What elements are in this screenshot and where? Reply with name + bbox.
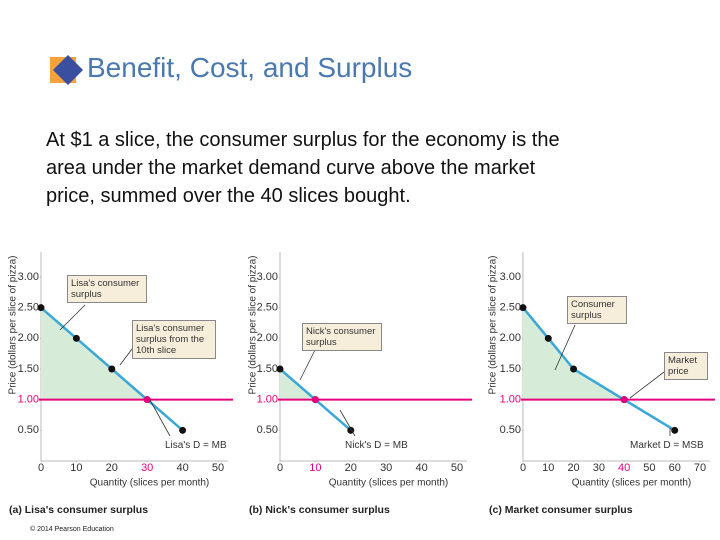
annotation: Lisa's consumer surplus — [67, 275, 147, 303]
leader-line — [554, 324, 576, 371]
demand-point — [519, 304, 527, 312]
x-tick-label: 10 — [309, 462, 321, 474]
demand-point — [179, 426, 187, 434]
y-tick-label: 1.00 — [500, 394, 521, 406]
title-icon — [50, 55, 83, 85]
x-tick-label: 10 — [70, 462, 82, 474]
body-text: At $1 a slice, the consumer surplus for … — [46, 126, 560, 210]
y-tick-label: 0.50 — [257, 424, 278, 436]
leader-line — [149, 399, 171, 437]
series-label: Lisa's D = MB — [165, 440, 227, 451]
annotation: Nick's consumer surplus — [302, 323, 382, 351]
annotation: Lisa's consumer surplus from the 10th sl… — [132, 320, 216, 359]
panel-caption: (c) Market consumer surplus — [489, 504, 633, 516]
x-tick-label: 0 — [520, 462, 526, 474]
series-label: Market D = MSB — [630, 440, 704, 451]
x-tick-label: 40 — [176, 462, 188, 474]
x-tick-label: 0 — [38, 462, 44, 474]
x-axis-label: Quantity (slices per month) — [90, 478, 210, 489]
y-axis-label: Price (dollars per slice of pizza) — [488, 256, 499, 395]
y-axis-label: Price (dollars per slice of pizza) — [8, 256, 19, 395]
y-tick-label: 1.50 — [18, 363, 39, 375]
equilibrium-point — [143, 396, 151, 404]
y-tick-label: 3.00 — [257, 271, 278, 283]
x-tick-label: 20 — [106, 462, 118, 474]
x-tick-label: 20 — [345, 462, 357, 474]
surplus-area — [41, 307, 148, 400]
y-tick-label: 2.50 — [257, 302, 278, 314]
demand-point — [544, 334, 552, 342]
x-tick-label: 30 — [380, 462, 392, 474]
y-axis-label: Price (dollars per slice of pizza) — [248, 256, 259, 395]
x-tick-label: 60 — [669, 462, 681, 474]
demand-point — [570, 365, 578, 373]
x-tick-label: 40 — [618, 462, 630, 474]
x-tick-label: 40 — [415, 462, 427, 474]
y-tick-label: 2.50 — [500, 302, 521, 314]
x-tick-label: 10 — [542, 462, 554, 474]
y-tick-label: 3.00 — [18, 271, 39, 283]
x-axis-label: Quantity (slices per month) — [329, 478, 449, 489]
slide-title: Benefit, Cost, and Surplus — [87, 52, 413, 83]
demand-point — [276, 365, 284, 373]
annotation: Market price — [664, 352, 708, 380]
x-tick-label: 20 — [567, 462, 579, 474]
copyright: © 2014 Pearson Education — [30, 526, 114, 533]
x-tick-label: 50 — [451, 462, 463, 474]
y-tick-label: 2.00 — [500, 332, 521, 344]
surplus-area — [523, 307, 625, 400]
chart-panel: 0.50 1.00 1.50 2.00 2.50 3.00 0 10 20 30 40 50Quant… — [8, 252, 233, 516]
x-tick-label: 30 — [593, 462, 605, 474]
y-tick-label: 2.00 — [257, 332, 278, 344]
y-tick-label: 1.50 — [257, 363, 278, 375]
body-line: price, summed over the 40 slices bought. — [46, 185, 411, 207]
equilibrium-point — [311, 396, 319, 404]
panel-caption: (b) Nick's consumer surplus — [249, 504, 390, 516]
demand-point — [108, 365, 116, 373]
y-tick-label: 1.00 — [257, 394, 278, 406]
leader-line — [339, 409, 356, 437]
x-tick-label: 70 — [694, 462, 706, 474]
equilibrium-point — [620, 396, 628, 404]
x-tick-label: 0 — [277, 462, 283, 474]
leader-line — [629, 371, 665, 399]
x-tick-label: 50 — [212, 462, 224, 474]
y-tick-label: 3.00 — [500, 271, 521, 283]
y-tick-label: 0.50 — [500, 424, 521, 436]
panel-caption: (a) Lisa's consumer surplus — [9, 504, 148, 516]
y-tick-label: 1.50 — [500, 363, 521, 375]
demand-point — [37, 304, 45, 312]
y-tick-label: 1.00 — [18, 394, 39, 406]
leader-line — [299, 349, 316, 381]
y-tick-label: 2.50 — [18, 302, 39, 314]
annotation: Consumer surplus — [567, 296, 627, 324]
demand-point — [72, 334, 80, 342]
y-tick-label: 2.00 — [18, 332, 39, 344]
x-tick-label: 50 — [643, 462, 655, 474]
chart-panel: 0.50 1.00 1.50 2.00 2.50 3.00 0 10 20 30 40 50 60 70Q… — [488, 252, 715, 516]
body-line: area under the market demand curve above… — [46, 157, 536, 179]
demand-point — [671, 426, 679, 434]
x-tick-label: 30 — [141, 462, 153, 474]
y-tick-label: 0.50 — [18, 424, 39, 436]
x-axis-label: Quantity (slices per month) — [572, 478, 692, 489]
chart-panel: 0.50 1.00 1.50 2.00 2.50 3.00 0 10 20 30 40 50Quant… — [248, 252, 472, 516]
body-line: At $1 a slice, the consumer surplus for … — [46, 129, 560, 151]
series-label: Nick's D = MB — [345, 440, 408, 451]
leader-line — [59, 304, 86, 331]
